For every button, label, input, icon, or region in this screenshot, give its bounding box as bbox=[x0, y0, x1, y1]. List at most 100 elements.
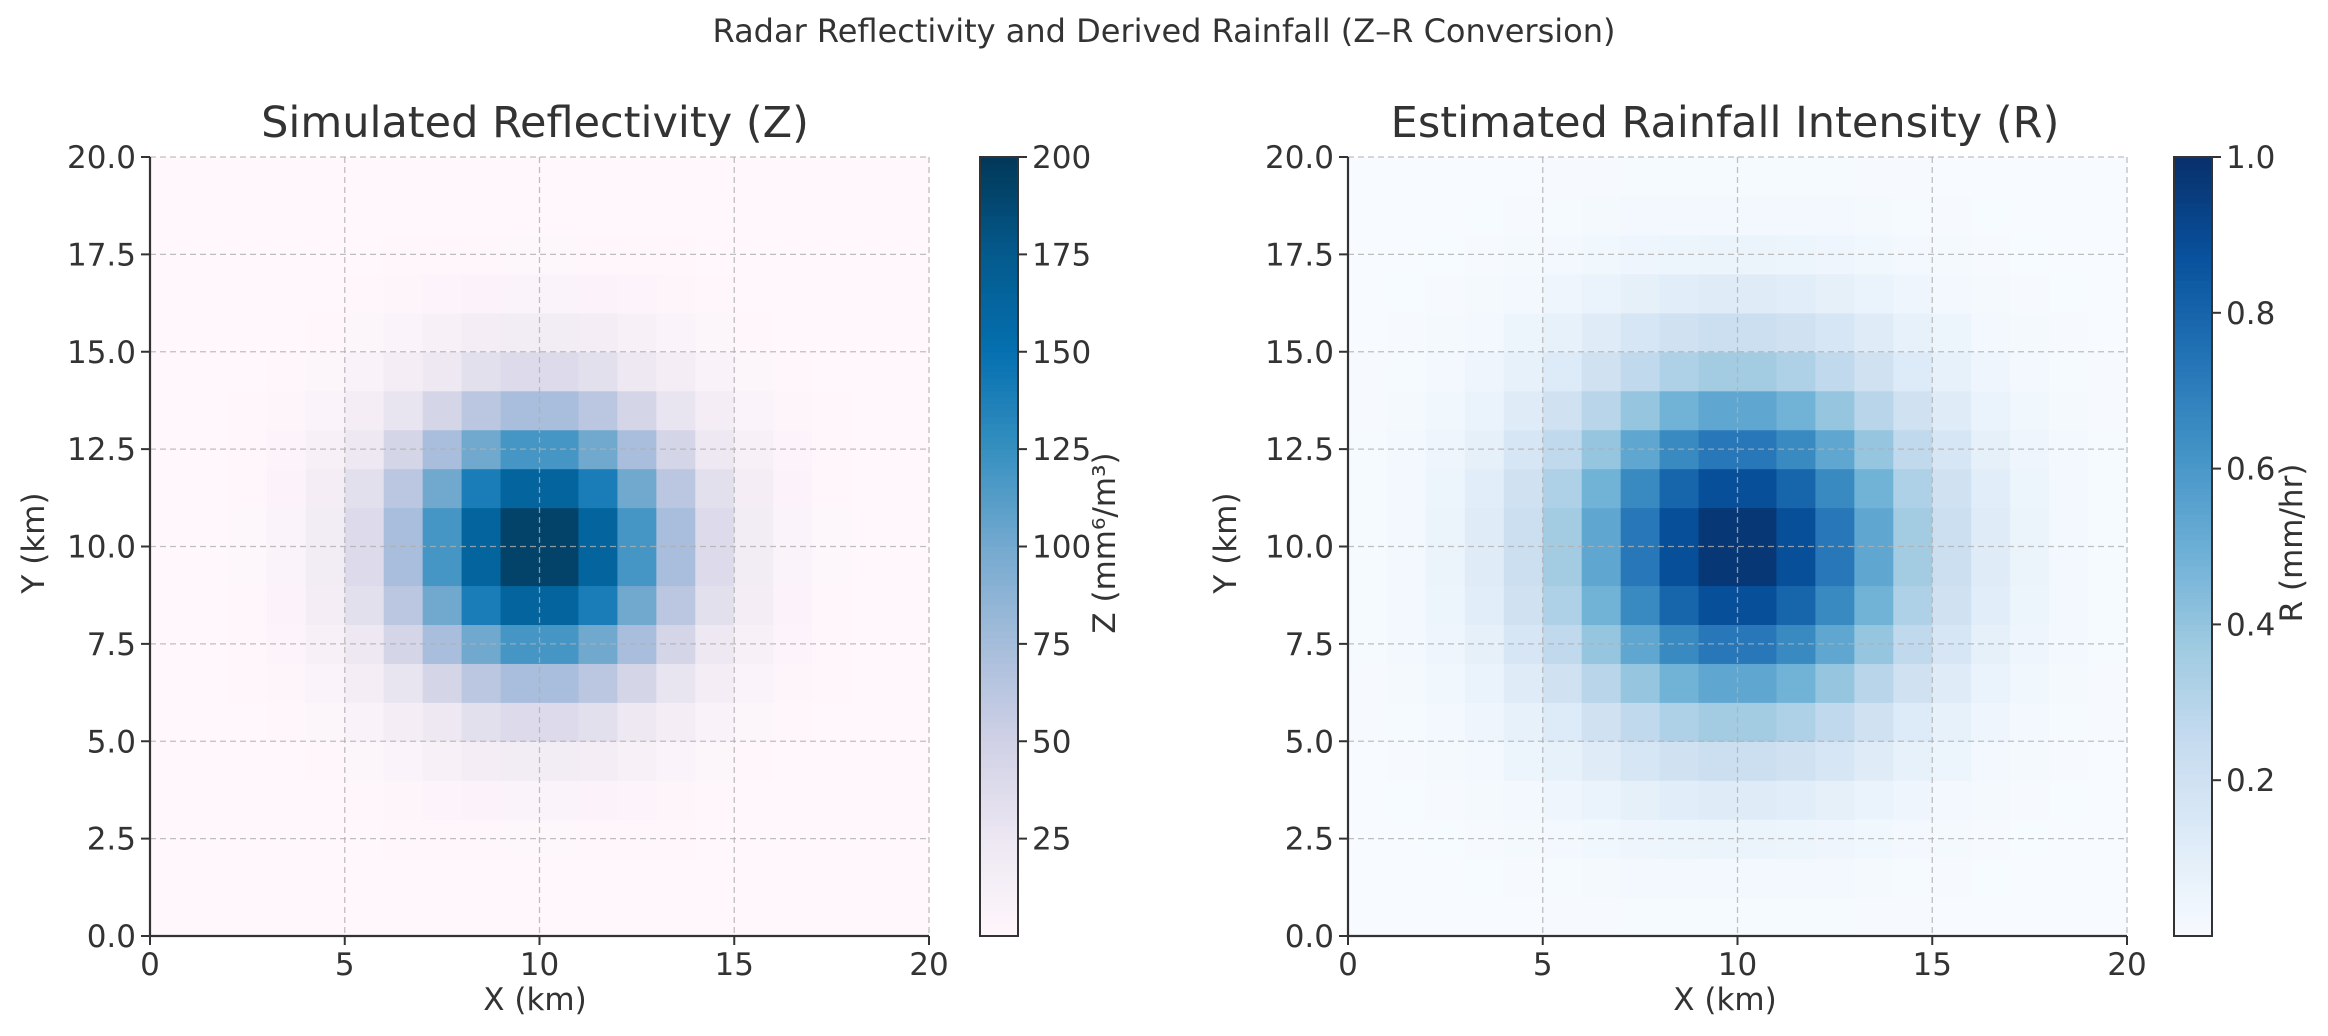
heatmap-cell bbox=[2010, 507, 2050, 548]
heatmap-cell bbox=[344, 273, 385, 314]
colorbar-segment bbox=[2174, 565, 2212, 574]
heatmap-cell bbox=[1776, 546, 1816, 587]
colorbar-segment bbox=[980, 858, 1018, 866]
colorbar-segment bbox=[2174, 501, 2212, 509]
heatmap-cell bbox=[1854, 546, 1894, 587]
y-tick-label: 12.5 bbox=[67, 432, 136, 468]
heatmap-cell bbox=[773, 702, 813, 742]
heatmap-cell bbox=[1386, 351, 1427, 392]
heatmap-cell bbox=[1425, 663, 1466, 703]
heatmap-cell bbox=[500, 585, 541, 625]
colorbar-segment bbox=[2174, 760, 2212, 768]
heatmap-cell bbox=[1581, 390, 1622, 431]
heatmap-cell bbox=[227, 390, 268, 431]
heatmap-cell bbox=[1971, 468, 2011, 509]
colorbar-segment bbox=[980, 338, 1018, 346]
colorbar-segment bbox=[980, 806, 1018, 814]
heatmap-cell bbox=[383, 663, 424, 703]
heatmap-cell bbox=[1815, 585, 1855, 625]
heatmap-cell bbox=[617, 390, 657, 431]
y-axis-label: Y (km) bbox=[16, 492, 52, 594]
heatmap-cell bbox=[1659, 585, 1700, 625]
heatmap-cell bbox=[227, 312, 268, 353]
heatmap-cell bbox=[578, 546, 618, 587]
heatmap-cell bbox=[773, 897, 813, 937]
panel-reflectivity: Simulated Reflectivity (Z) 0 5 10 15 20 0.0 2… bbox=[16, 98, 1123, 1018]
colorbar-tick-label: 0.8 bbox=[2226, 296, 2275, 332]
colorbar-segment bbox=[2174, 410, 2212, 418]
heatmap-cell bbox=[812, 780, 852, 820]
heatmap-cell bbox=[500, 468, 541, 509]
heatmap-cell bbox=[266, 157, 307, 197]
colorbar-segment bbox=[980, 565, 1018, 574]
heatmap-cell bbox=[266, 507, 307, 548]
heatmap-cell bbox=[1932, 312, 1972, 353]
colorbar-segment bbox=[2174, 468, 2212, 476]
heatmap-cell bbox=[1737, 663, 1778, 703]
heatmap-cell bbox=[461, 702, 502, 742]
colorbar-segment bbox=[2174, 838, 2212, 846]
heatmap-cell bbox=[812, 585, 852, 625]
heatmap-cell bbox=[734, 351, 774, 392]
heatmap-cell bbox=[1620, 351, 1661, 392]
heatmap-cell bbox=[1698, 351, 1739, 392]
colorbar-segment bbox=[2174, 585, 2212, 593]
heatmap-cell bbox=[1776, 468, 1816, 509]
heatmap-cell bbox=[266, 546, 307, 587]
heatmap-cell bbox=[2010, 546, 2050, 587]
heatmap-cell bbox=[812, 390, 852, 431]
colorbar-segment bbox=[980, 299, 1018, 307]
colorbar-segment bbox=[980, 241, 1018, 249]
colorbar-tick-label: 0.4 bbox=[2226, 607, 2275, 643]
heatmap-cell bbox=[188, 390, 229, 431]
colorbar-segment bbox=[2174, 215, 2212, 223]
heatmap-cell bbox=[305, 312, 346, 353]
heatmap-cell bbox=[305, 351, 346, 392]
heatmap-cell bbox=[461, 468, 502, 509]
colorbar-segment bbox=[2174, 624, 2212, 632]
heatmap-cell bbox=[1581, 858, 1622, 898]
heatmap-cell bbox=[461, 858, 502, 898]
heatmap-cell bbox=[383, 312, 424, 353]
heatmap-cell bbox=[1464, 780, 1505, 820]
heatmap-cell bbox=[773, 351, 813, 392]
heatmap-cell bbox=[1893, 273, 1933, 314]
colorbar-segment bbox=[980, 585, 1018, 593]
heatmap-cell bbox=[1971, 897, 2011, 937]
heatmap-cell bbox=[1620, 897, 1661, 937]
heatmap-cell bbox=[1893, 468, 1933, 509]
heatmap-cell bbox=[1776, 273, 1816, 314]
colorbar-segment bbox=[2174, 325, 2212, 333]
heatmap-cell bbox=[695, 897, 735, 937]
heatmap-cell bbox=[1971, 390, 2011, 431]
x-tick-label: 10 bbox=[520, 947, 559, 983]
heatmap-cell bbox=[1503, 390, 1544, 431]
heatmap-cells bbox=[150, 157, 930, 937]
heatmap-cell bbox=[734, 273, 774, 314]
colorbar-segment bbox=[2174, 390, 2212, 398]
heatmap-cell bbox=[812, 507, 852, 548]
x-tick-label: 20 bbox=[909, 947, 948, 983]
heatmap-cell bbox=[1815, 780, 1855, 820]
colorbar-segment bbox=[980, 273, 1018, 281]
colorbar-segment bbox=[980, 195, 1018, 204]
heatmap-cell bbox=[695, 390, 735, 431]
heatmap-cell bbox=[1971, 273, 2011, 314]
heatmap-cell bbox=[656, 157, 696, 197]
heatmap-cell bbox=[656, 585, 696, 625]
colorbar-frame bbox=[2173, 156, 2213, 937]
heatmap-cell bbox=[1464, 741, 1505, 781]
heatmap-cell bbox=[227, 702, 268, 742]
heatmap-cell bbox=[1542, 780, 1583, 820]
y-tick-label: 7.5 bbox=[87, 627, 136, 663]
heatmap-cell bbox=[1815, 157, 1855, 197]
heatmap-cell bbox=[1854, 507, 1894, 548]
heatmap-cell bbox=[383, 585, 424, 625]
heatmap-cell bbox=[773, 468, 813, 509]
heatmap-cell bbox=[1815, 273, 1855, 314]
colorbar-segment bbox=[980, 176, 1018, 184]
heatmap-cell bbox=[812, 663, 852, 703]
heatmap-cell bbox=[1386, 585, 1427, 625]
colorbar-segment bbox=[2174, 754, 2212, 762]
y-tick-label: 10.0 bbox=[67, 530, 136, 566]
